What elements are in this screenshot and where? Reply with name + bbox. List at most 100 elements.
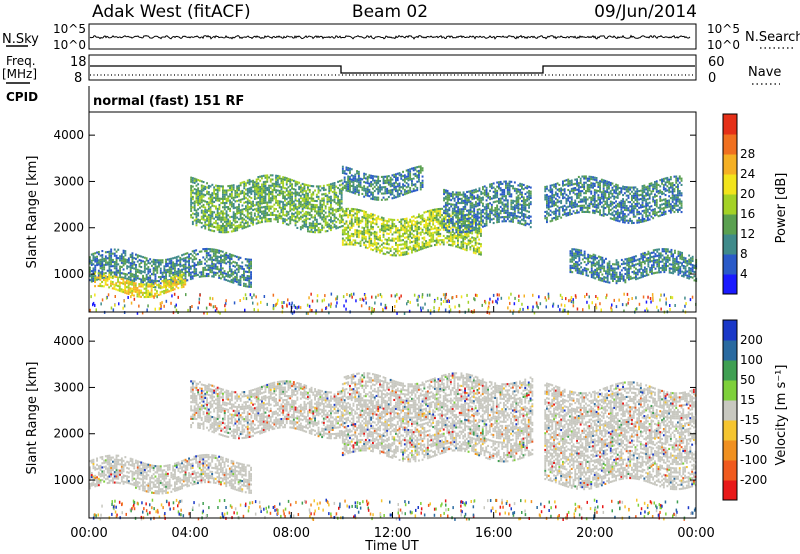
data-cell [150, 291, 153, 294]
data-cell [611, 182, 614, 185]
data-cell [218, 189, 221, 192]
data-cell [222, 197, 224, 200]
data-cell [204, 221, 207, 224]
data-cell [341, 229, 344, 232]
data-cell [604, 207, 607, 210]
data-cell [184, 257, 187, 260]
data-cell [498, 212, 500, 215]
data-cell [236, 206, 239, 209]
data-cell [214, 259, 217, 262]
data-cell [188, 253, 190, 256]
data-cell [403, 253, 406, 256]
data-cell [387, 251, 390, 254]
data-cell [127, 259, 130, 262]
data-cell [126, 277, 129, 280]
data-cell [384, 181, 387, 184]
data-cell [212, 263, 215, 266]
data-cell [204, 225, 207, 228]
data-cell [138, 263, 141, 266]
data-cell [341, 231, 344, 234]
data-cell [341, 220, 344, 223]
data-cell [476, 223, 479, 226]
data-cell [379, 251, 381, 254]
data-cell [372, 249, 374, 252]
data-cell [262, 206, 265, 209]
data-cell [347, 216, 350, 219]
data-cell [608, 197, 610, 200]
data-cell [528, 217, 530, 220]
data-cell [207, 220, 210, 223]
data-cell [496, 196, 499, 199]
data-cell [261, 183, 263, 186]
nsky-tick-top: 10^5 [53, 22, 86, 36]
data-cell [266, 201, 269, 204]
data-cell [632, 211, 635, 214]
data-cell [498, 214, 500, 217]
data-cell [460, 214, 463, 217]
data-cell [246, 215, 249, 218]
data-cell [546, 206, 548, 209]
data-cell [457, 202, 460, 205]
data-cell [291, 179, 293, 182]
data-cell [572, 183, 575, 186]
data-cell [483, 225, 486, 228]
data-cell [473, 207, 476, 210]
data-cell [319, 199, 322, 202]
data-cell [111, 281, 114, 284]
data-cell [361, 192, 364, 195]
data-cell [405, 219, 408, 222]
data-cell [106, 283, 109, 286]
data-cell [636, 196, 639, 199]
data-cell [252, 204, 254, 207]
data-cell [567, 205, 570, 208]
data-cell [301, 207, 304, 210]
data-cell [403, 220, 406, 223]
data-cell [446, 202, 449, 205]
data-cell [581, 183, 584, 186]
data-cell [372, 217, 374, 220]
data-cell [222, 216, 224, 219]
data-cell [602, 208, 605, 211]
data-cell [646, 219, 649, 222]
nsearch-tick-bottom: 10^0 [707, 38, 740, 52]
data-cell [492, 182, 495, 185]
data-cell [246, 190, 249, 193]
data-cell [622, 206, 624, 209]
data-cell [340, 200, 343, 203]
data-cell [506, 186, 509, 189]
data-cell [291, 218, 293, 221]
data-cell [372, 215, 374, 218]
data-cell [387, 189, 390, 192]
data-cell [126, 267, 129, 270]
data-cell [515, 202, 518, 205]
data-cell [110, 254, 113, 257]
data-cell [278, 214, 281, 217]
data-cell [266, 180, 269, 183]
data-cell [581, 198, 584, 201]
data-cell [478, 224, 481, 227]
data-cell [380, 216, 383, 219]
data-cell [235, 255, 238, 258]
data-cell [133, 288, 135, 291]
data-cell [102, 279, 105, 282]
data-cell [337, 203, 339, 206]
data-cell [405, 230, 408, 233]
data-cell [191, 181, 194, 184]
data-cell [321, 199, 324, 202]
data-cell [166, 288, 169, 291]
data-cell [386, 238, 389, 241]
data-cell [103, 257, 106, 260]
data-cell [154, 279, 157, 282]
data-cell [89, 260, 91, 263]
data-cell [375, 244, 378, 247]
data-cell [232, 184, 235, 187]
data-cell [363, 174, 366, 177]
data-cell [143, 271, 146, 274]
data-cell [149, 279, 152, 282]
data-cell [292, 215, 295, 218]
data-cell [145, 293, 148, 296]
data-cell [645, 202, 648, 205]
data-cell [620, 189, 623, 192]
data-cell [592, 176, 594, 179]
data-cell [222, 212, 224, 215]
